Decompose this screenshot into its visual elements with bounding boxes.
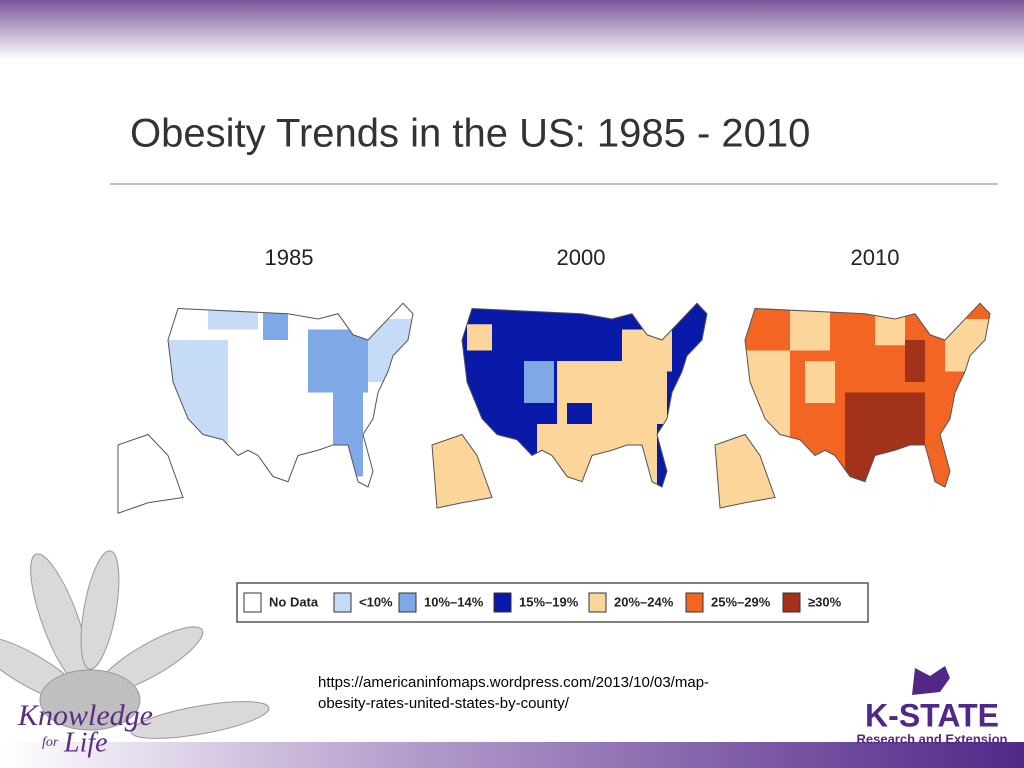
source-line: https://americaninfomaps.wordpress.com/2… — [318, 674, 709, 691]
logo-life: Life — [63, 727, 108, 758]
logo-for: for — [42, 735, 59, 750]
legend-swatch — [588, 592, 607, 613]
legend-label: 10%–14% — [424, 594, 484, 609]
legend-swatch — [243, 592, 262, 613]
legend-label: 25%–29% — [711, 594, 771, 609]
wildcat-icon — [912, 666, 950, 695]
legend-label: No Data — [269, 594, 319, 609]
logo-knowledge: Knowledge — [17, 699, 153, 732]
title: Obesity Trends in the US: 1985 - 2010 — [130, 112, 810, 156]
top-band — [0, 0, 1024, 60]
legend-label: ≥30% — [808, 594, 842, 609]
legend-swatch — [782, 592, 801, 613]
logo-tagline: Research and Extension — [857, 731, 1008, 746]
map-year: 2000 — [557, 245, 606, 270]
legend: No Data <10% 10%–14% 15%–19% 20%–24% 25%–29% ≥… — [243, 592, 842, 613]
legend-swatch — [685, 592, 704, 613]
map-year: 1985 — [265, 245, 314, 270]
legend-swatch — [398, 592, 417, 613]
legend-label: <10% — [359, 594, 393, 609]
legend-label: 15%–19% — [519, 594, 579, 609]
legend-swatch — [333, 592, 352, 613]
sunflower — [0, 550, 270, 739]
map-year: 2010 — [851, 245, 900, 270]
bottom-band — [0, 742, 1024, 768]
source-line: obesity-rates-united-states-by-county/ — [318, 695, 570, 712]
legend-swatch — [493, 592, 512, 613]
logo-kstate: K-STATE — [865, 697, 999, 733]
legend-label: 20%–24% — [614, 594, 674, 609]
